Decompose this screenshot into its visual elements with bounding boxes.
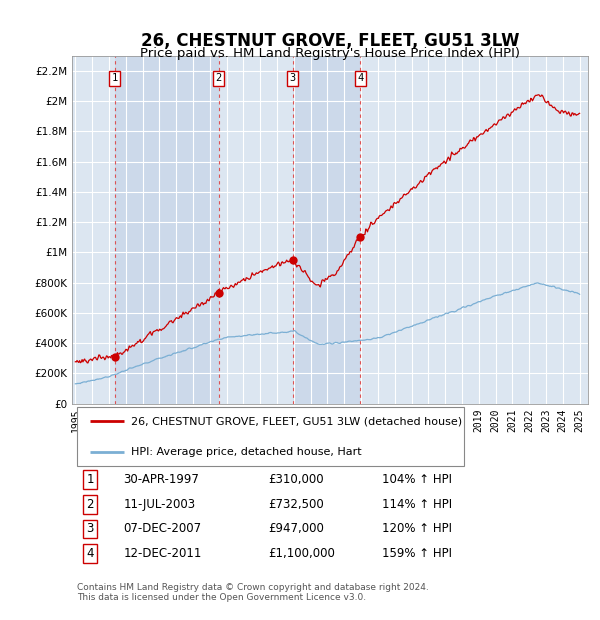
- Text: 120% ↑ HPI: 120% ↑ HPI: [382, 523, 452, 536]
- Text: 4: 4: [357, 74, 364, 84]
- Text: 30-APR-1997: 30-APR-1997: [124, 473, 199, 486]
- Text: Contains HM Land Registry data © Crown copyright and database right 2024.
This d: Contains HM Land Registry data © Crown c…: [77, 583, 429, 602]
- Text: 12-DEC-2011: 12-DEC-2011: [124, 547, 202, 560]
- Bar: [115, 56, 219, 404]
- FancyBboxPatch shape: [77, 407, 464, 466]
- Text: £947,000: £947,000: [268, 523, 324, 536]
- Text: 3: 3: [289, 74, 296, 84]
- Text: HPI: Average price, detached house, Hart: HPI: Average price, detached house, Hart: [131, 447, 362, 457]
- Text: £732,500: £732,500: [268, 498, 324, 511]
- Text: 159% ↑ HPI: 159% ↑ HPI: [382, 547, 452, 560]
- Text: £310,000: £310,000: [268, 473, 324, 486]
- Text: 11-JUL-2003: 11-JUL-2003: [124, 498, 196, 511]
- Bar: [293, 56, 360, 404]
- Text: 114% ↑ HPI: 114% ↑ HPI: [382, 498, 452, 511]
- Text: 104% ↑ HPI: 104% ↑ HPI: [382, 473, 452, 486]
- Text: 26, CHESTNUT GROVE, FLEET, GU51 3LW: 26, CHESTNUT GROVE, FLEET, GU51 3LW: [141, 32, 519, 50]
- Text: 2: 2: [86, 498, 94, 511]
- Text: 2: 2: [215, 74, 222, 84]
- Bar: [219, 56, 293, 404]
- Text: 26, CHESTNUT GROVE, FLEET, GU51 3LW (detached house): 26, CHESTNUT GROVE, FLEET, GU51 3LW (det…: [131, 417, 463, 427]
- Text: Price paid vs. HM Land Registry's House Price Index (HPI): Price paid vs. HM Land Registry's House …: [140, 46, 520, 60]
- Text: 07-DEC-2007: 07-DEC-2007: [124, 523, 202, 536]
- Text: 3: 3: [86, 523, 94, 536]
- Bar: [72, 56, 115, 404]
- Bar: [360, 56, 588, 404]
- Text: 1: 1: [86, 473, 94, 486]
- Text: 1: 1: [112, 74, 118, 84]
- Text: £1,100,000: £1,100,000: [268, 547, 335, 560]
- Text: 4: 4: [86, 547, 94, 560]
